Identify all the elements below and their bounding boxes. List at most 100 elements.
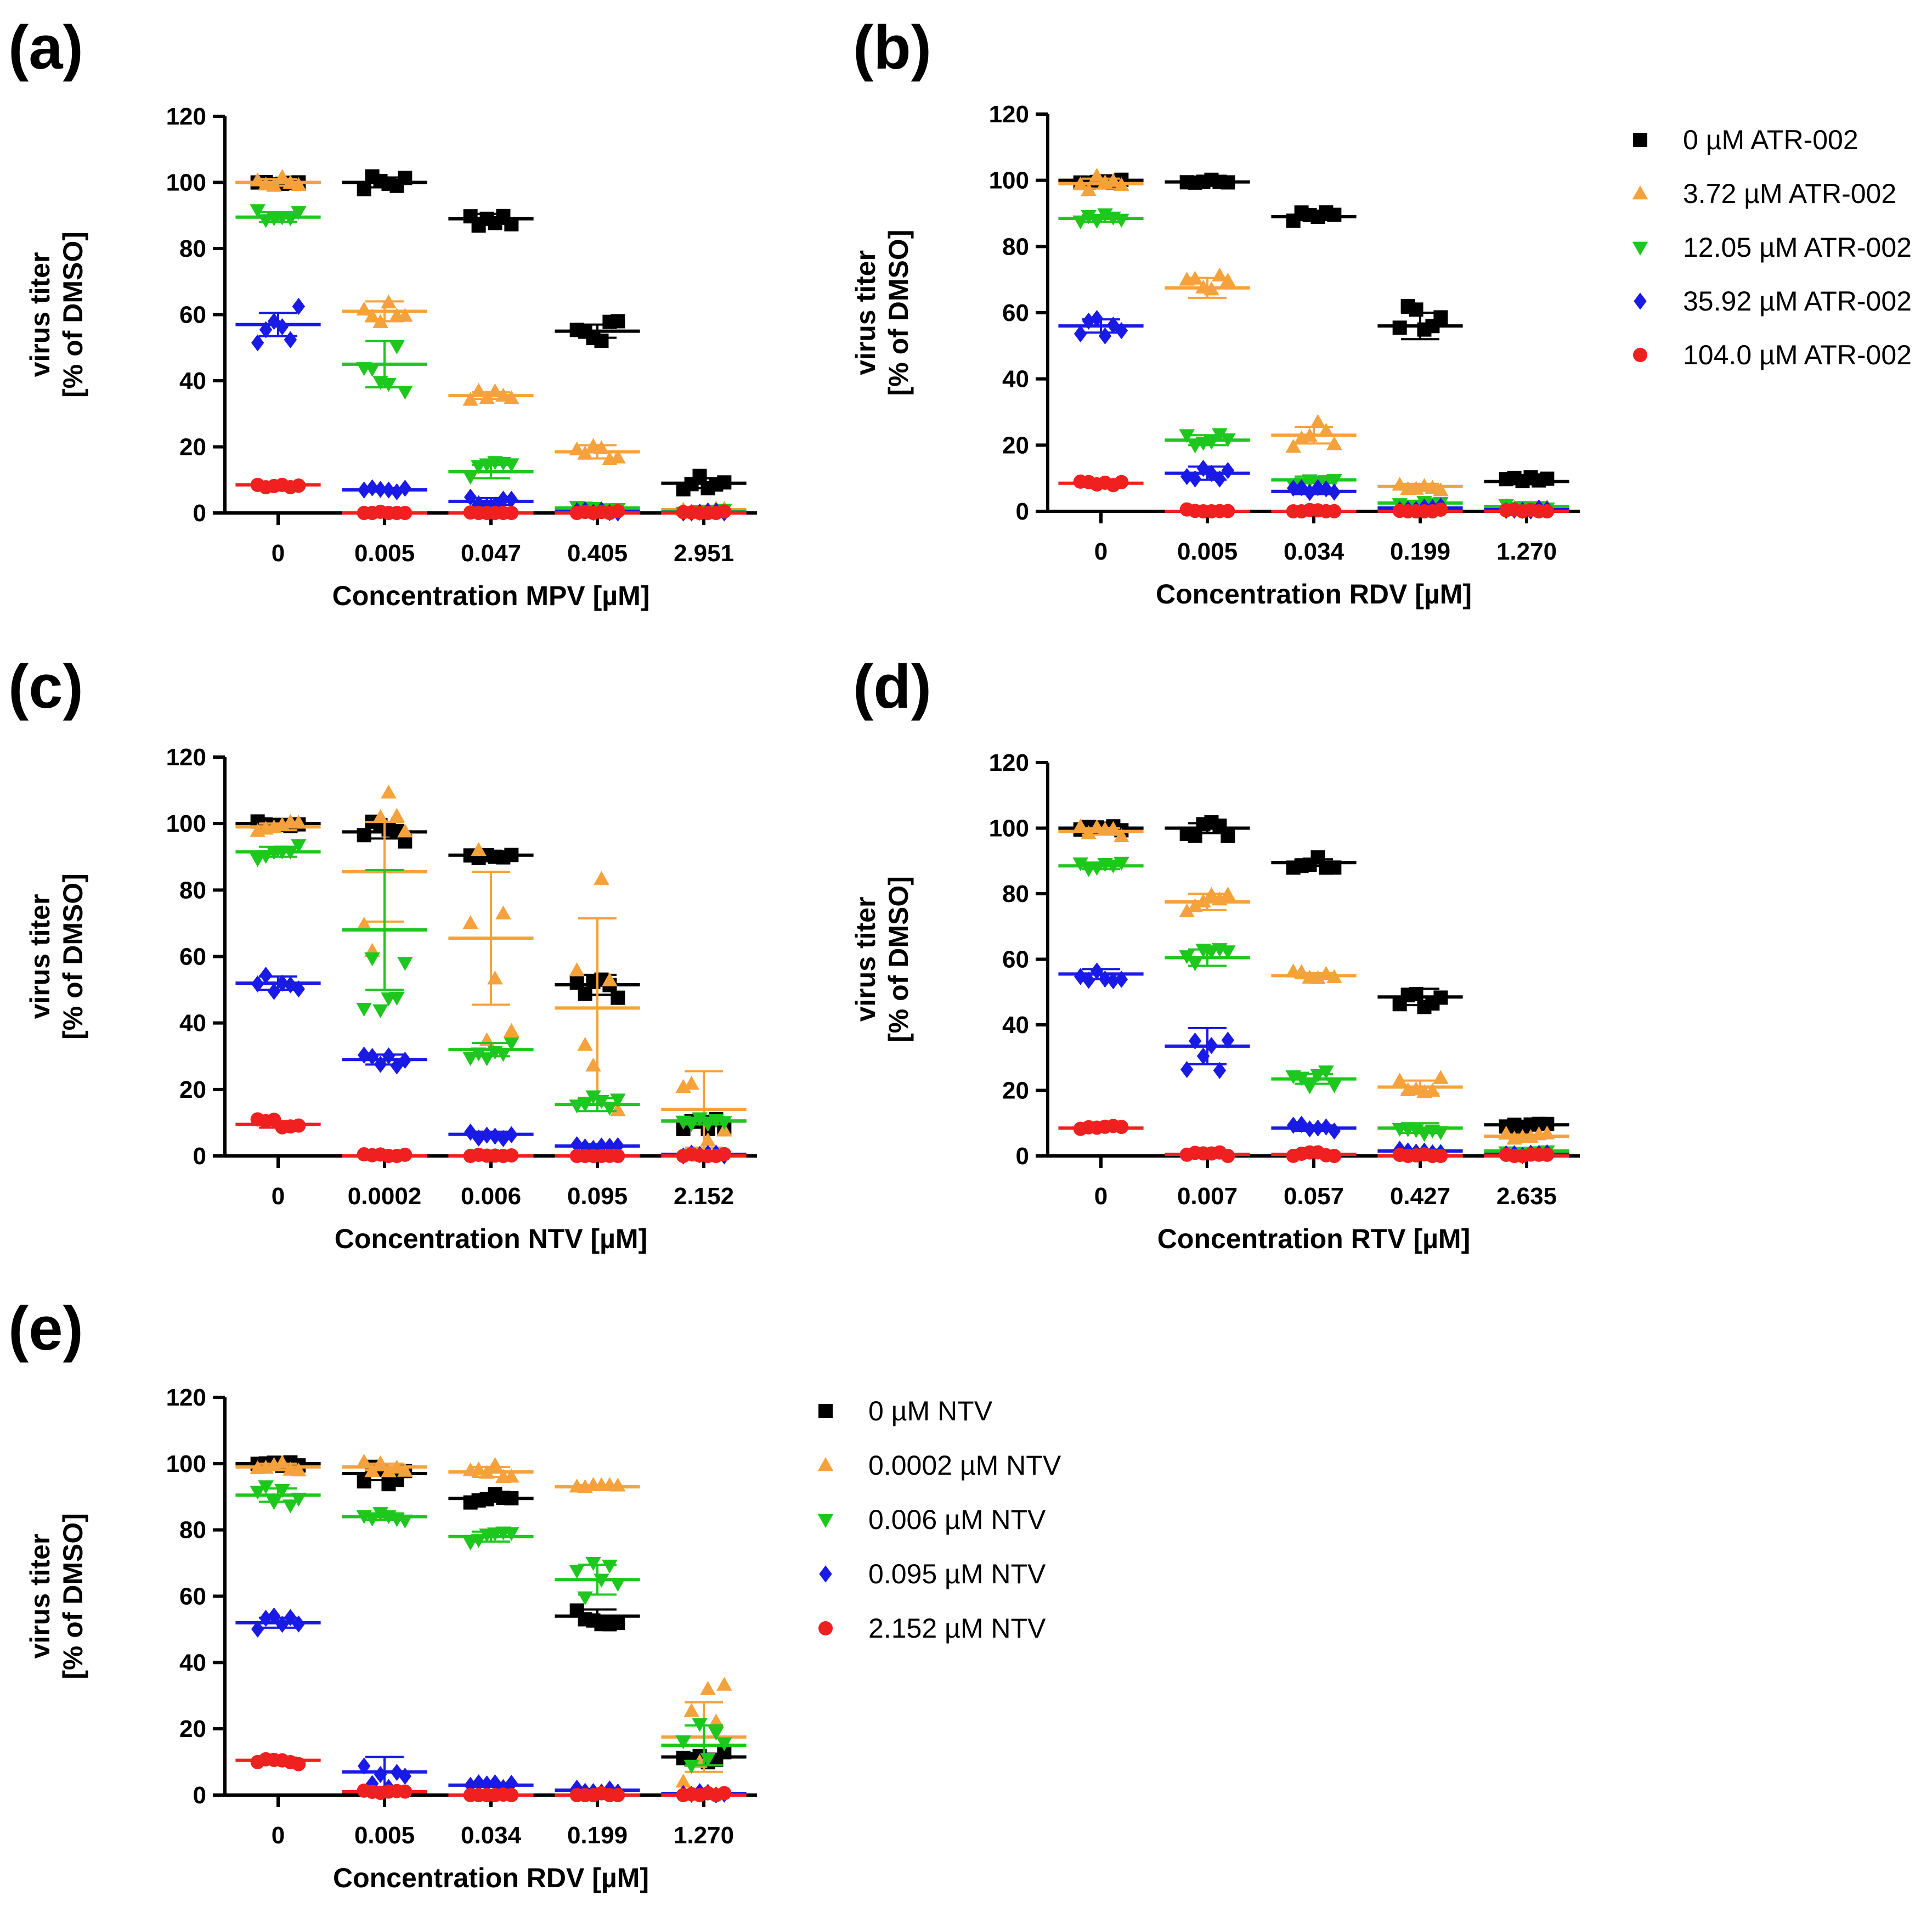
data-point bbox=[1213, 1062, 1227, 1079]
data-point bbox=[397, 386, 413, 400]
data-point bbox=[504, 1023, 519, 1037]
series-3-72-um-atr-002 bbox=[235, 169, 747, 518]
y-tick-label: 60 bbox=[1002, 300, 1029, 326]
data-point bbox=[708, 1713, 724, 1728]
y-axis-title-line2: [% of DMSO] bbox=[58, 873, 88, 1040]
legend-entry-label: 0 µM NTV bbox=[868, 1396, 993, 1426]
y-axis-title: virus titer bbox=[850, 897, 881, 1022]
legend-atr-legend: 0 µM ATR-002 3.72 µM ATR-002 12.05 µM ATR-… bbox=[1632, 125, 1912, 370]
data-point bbox=[487, 970, 503, 985]
series-12-05-um-atr-002 bbox=[1058, 208, 1569, 517]
y-tick-label: 60 bbox=[179, 1583, 206, 1610]
series-0-0002-um-ntv bbox=[235, 1453, 747, 1788]
legend-entry-label: 3.72 µM ATR-002 bbox=[1683, 178, 1896, 209]
data-point bbox=[717, 1147, 732, 1161]
data-point bbox=[1220, 272, 1236, 287]
legend-marker bbox=[817, 1514, 834, 1528]
x-tick-label: 0.057 bbox=[1284, 1183, 1344, 1210]
chart-panel-d: (d) 0 20 40 60 80 100 120 0 0.007 0.057 0.427 2.635 C… bbox=[850, 652, 1580, 1254]
panel-label: (c) bbox=[8, 652, 83, 721]
data-point bbox=[1221, 1031, 1235, 1049]
panel-label: (b) bbox=[853, 13, 931, 82]
x-tick-label: 0.006 bbox=[461, 1183, 521, 1210]
legend-entry-label: 0.006 µM NTV bbox=[868, 1504, 1046, 1535]
data-point bbox=[1285, 438, 1301, 453]
data-point bbox=[259, 321, 273, 338]
data-point bbox=[1326, 436, 1342, 450]
y-tick-label: 100 bbox=[166, 170, 206, 196]
data-point bbox=[1433, 482, 1449, 497]
series-0-um-ntv bbox=[235, 1455, 747, 1770]
y-tick-label: 40 bbox=[179, 1010, 206, 1037]
data-point bbox=[364, 363, 380, 377]
y-axis-title: virus titer bbox=[25, 894, 55, 1019]
y-axis-title: virus titer bbox=[25, 252, 55, 377]
data-point bbox=[291, 1462, 307, 1477]
x-tick-label: 0.007 bbox=[1177, 1183, 1238, 1210]
y-axis-title: virus titer bbox=[25, 1534, 55, 1659]
data-point bbox=[504, 1469, 519, 1483]
data-point bbox=[462, 392, 478, 406]
x-tick-label: 0.034 bbox=[461, 1822, 522, 1849]
data-point bbox=[1179, 903, 1195, 918]
data-point bbox=[602, 1559, 618, 1574]
y-tick-label: 60 bbox=[179, 302, 206, 329]
x-axis-title: Concentration RDV [µM] bbox=[1156, 579, 1472, 610]
y-tick-label: 120 bbox=[166, 103, 206, 130]
y-tick-label: 100 bbox=[166, 810, 206, 837]
chart-panel-c: (c) 0 20 40 60 80 100 120 0 0.0002 0.006 0.095 2.152… bbox=[8, 652, 757, 1254]
data-point bbox=[611, 314, 625, 329]
series-0-0002-um-ntv bbox=[235, 785, 747, 1162]
legend-entry-label: 35.92 µM ATR-002 bbox=[1683, 286, 1912, 317]
y-tick-label: 40 bbox=[179, 368, 206, 394]
panel-label: (a) bbox=[8, 13, 83, 82]
y-tick-label: 60 bbox=[179, 944, 206, 971]
data-point bbox=[251, 334, 264, 352]
y-tick-label: 80 bbox=[179, 1517, 206, 1544]
data-point bbox=[1114, 856, 1129, 871]
data-point bbox=[1318, 422, 1334, 437]
data-point bbox=[251, 1620, 264, 1638]
y-tick-label: 20 bbox=[179, 1716, 206, 1742]
series-0-095-um-ntv bbox=[1058, 962, 1569, 1164]
x-tick-label: 0.199 bbox=[1390, 538, 1450, 565]
data-point bbox=[610, 1577, 626, 1592]
legend-marker bbox=[817, 1457, 834, 1471]
y-tick-label: 0 bbox=[1016, 1143, 1029, 1170]
data-point bbox=[1179, 429, 1195, 443]
data-point bbox=[291, 815, 307, 829]
x-tick-label: 0 bbox=[272, 1183, 285, 1210]
series-104-0-um-atr-002 bbox=[1058, 474, 1569, 518]
series-0-095-um-ntv bbox=[235, 1607, 747, 1804]
data-point bbox=[259, 967, 273, 984]
x-axis-title: Concentration NTV [µM] bbox=[335, 1223, 647, 1254]
data-point bbox=[504, 458, 519, 472]
data-point bbox=[284, 331, 297, 348]
data-point bbox=[1106, 972, 1120, 990]
data-point bbox=[258, 1480, 274, 1494]
data-point bbox=[464, 488, 477, 506]
x-axis-title: Concentration RTV [µM] bbox=[1157, 1223, 1470, 1254]
legend-marker bbox=[818, 1621, 833, 1635]
data-point bbox=[675, 1773, 691, 1788]
y-tick-label: 20 bbox=[179, 1076, 206, 1103]
x-tick-label: 0 bbox=[1094, 538, 1108, 565]
y-tick-label: 100 bbox=[989, 167, 1029, 194]
x-tick-label: 0.199 bbox=[567, 1822, 628, 1849]
legend-entry-label: 104.0 µM ATR-002 bbox=[1683, 340, 1912, 370]
data-point bbox=[389, 340, 405, 355]
legend-ntv-legend: 0 µM NTV 0.0002 µM NTV 0.006 µM NTV 0.095 µ… bbox=[817, 1396, 1061, 1644]
data-point bbox=[397, 1463, 413, 1477]
series-0-006-um-ntv bbox=[235, 1480, 747, 1774]
data-point bbox=[1098, 327, 1112, 345]
legend-marker bbox=[1633, 133, 1647, 147]
y-axis-title-line2: [% of DMSO] bbox=[883, 230, 914, 396]
legend-marker bbox=[1633, 348, 1647, 362]
y-tick-label: 80 bbox=[179, 877, 206, 904]
data-point bbox=[356, 916, 372, 931]
data-point bbox=[602, 972, 618, 986]
y-tick-label: 80 bbox=[179, 235, 206, 262]
data-point bbox=[462, 915, 478, 929]
y-tick-label: 40 bbox=[179, 1649, 206, 1676]
panel-label: (d) bbox=[853, 652, 931, 721]
